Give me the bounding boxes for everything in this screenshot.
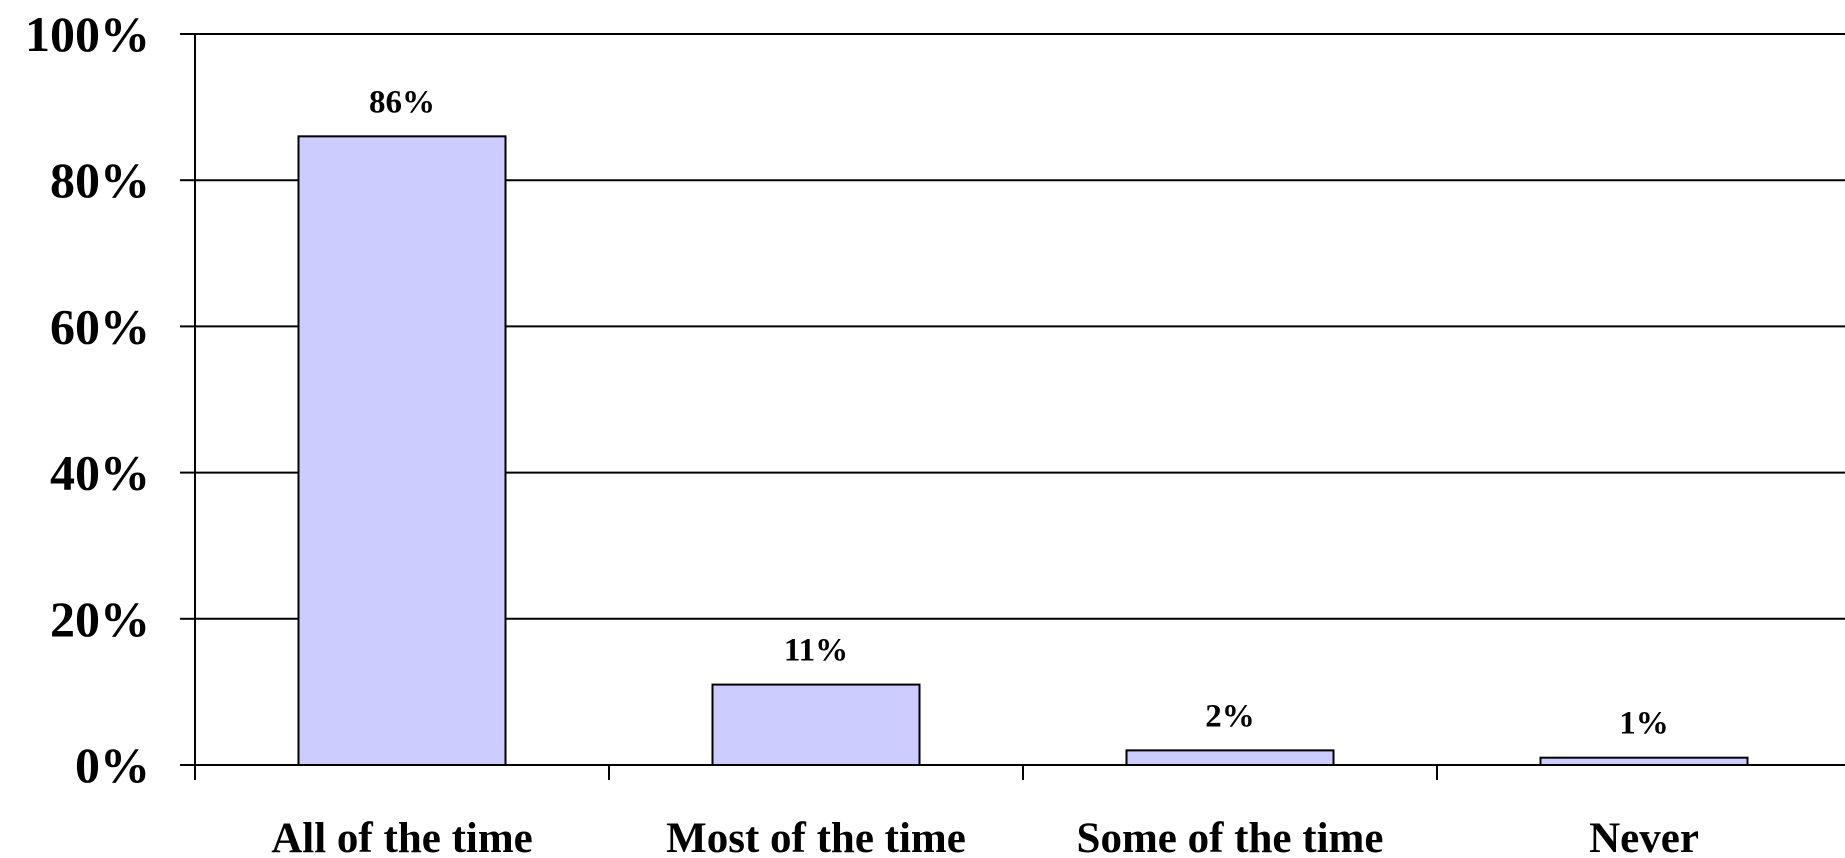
- axes: [180, 33, 1845, 780]
- bars: [297, 135, 1749, 767]
- y-tick-label-80: 80%: [50, 152, 150, 208]
- data-label-1: 11%: [784, 633, 848, 669]
- y-tick-label-60: 60%: [50, 298, 150, 354]
- bar-most-of-the-time: [711, 683, 921, 767]
- y-tick-label-20: 20%: [50, 591, 150, 647]
- data-label-2: 2%: [1205, 698, 1255, 734]
- x-category-label-0: All of the time: [271, 815, 533, 858]
- x-category-label-2: Some of the time: [1077, 815, 1384, 858]
- y-tick-label-40: 40%: [50, 445, 150, 501]
- y-tick-label-100: 100%: [25, 6, 150, 62]
- data-label-0: 86%: [369, 84, 435, 120]
- bar-all-of-the-time: [297, 135, 507, 766]
- x-category-label-3: Never: [1589, 815, 1699, 858]
- bar-some-of-the-time: [1125, 749, 1335, 767]
- y-tick-label-0: 0%: [75, 737, 150, 793]
- bar-never: [1539, 756, 1749, 767]
- data-label-3: 1%: [1619, 706, 1669, 742]
- x-category-label-1: Most of the time: [666, 815, 966, 858]
- labels: 0% 20% 40% 60% 80% 100% 86% All of the time 11% M…: [25, 6, 1699, 858]
